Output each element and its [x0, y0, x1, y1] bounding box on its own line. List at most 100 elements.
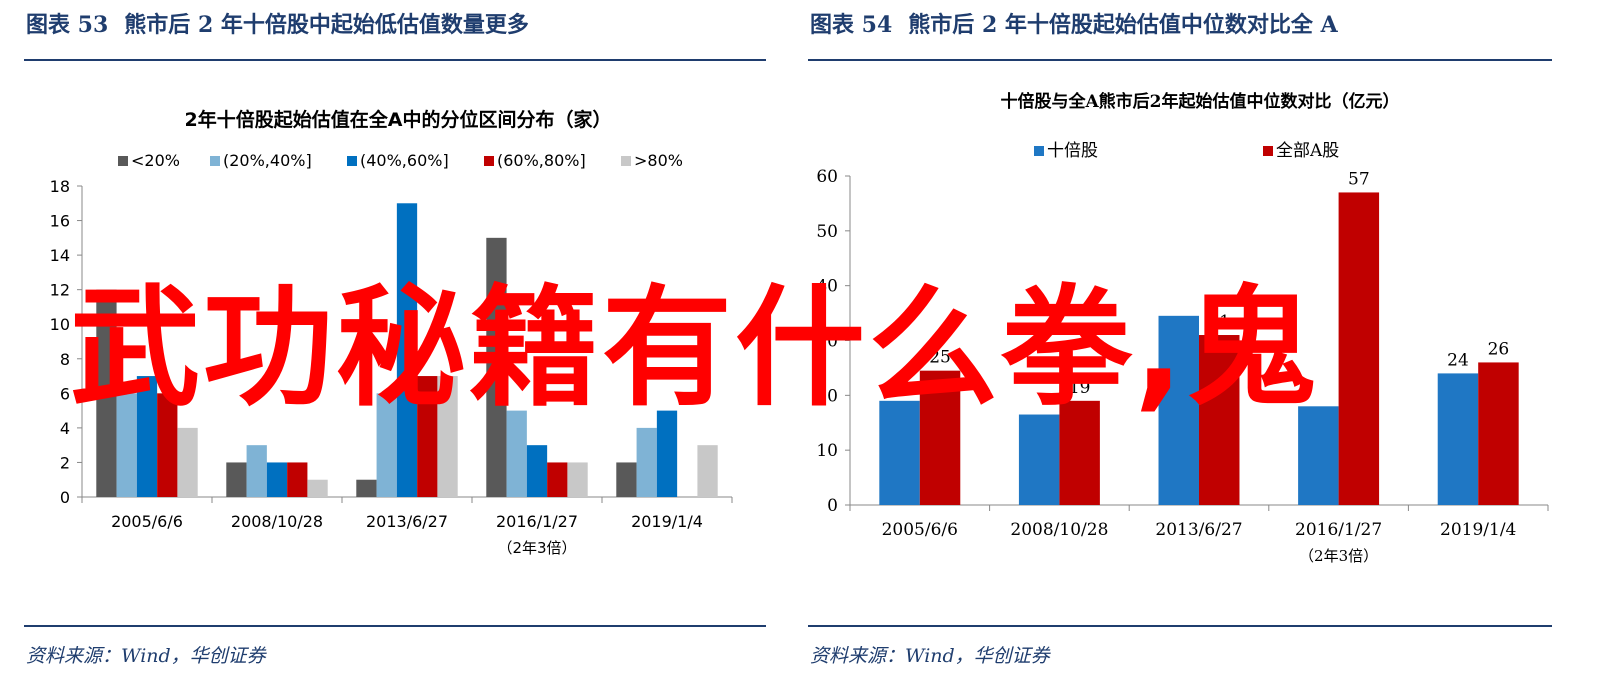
y-tick-label: 16	[50, 212, 70, 231]
bar	[1338, 192, 1380, 505]
x-tick-label: 2013/6/27	[366, 512, 448, 531]
right-figure-caption: 熊市后 2 年十倍股起始估值中位数对比全 A	[908, 12, 1338, 38]
chart-title: 2年十倍股起始估值在全A中的分位区间分布（家）	[185, 108, 612, 131]
legend-swatch	[484, 156, 494, 166]
legend-swatch	[210, 156, 220, 166]
data-label: 24	[1447, 350, 1469, 370]
bar	[879, 400, 920, 505]
x-tick-note: （2年3倍）	[1299, 547, 1378, 565]
legend-swatch	[347, 156, 357, 166]
right-figure-number: 图表 54	[810, 12, 893, 38]
data-label: 26	[1488, 339, 1510, 359]
x-tick-label: 2013/6/27	[1155, 520, 1242, 540]
y-tick-label: 18	[50, 177, 70, 196]
y-tick-label: 40	[816, 277, 838, 297]
right-bottom-rule	[808, 625, 1552, 627]
data-label: 25	[929, 348, 951, 368]
bar	[506, 410, 527, 497]
left-source-note: 资料来源：Wind，华创证券	[26, 645, 266, 667]
bar	[157, 393, 178, 497]
bar	[547, 462, 568, 497]
bar	[1059, 400, 1100, 505]
bar	[636, 427, 657, 497]
data-label: 31	[1208, 312, 1230, 332]
right-figure-title: 图表 54 熊市后 2 年十倍股起始估值中位数对比全 A	[810, 8, 1338, 42]
y-tick-label: 60	[816, 167, 838, 187]
right-top-rule	[808, 59, 1552, 61]
y-tick-label: 6	[60, 384, 70, 403]
bar	[116, 393, 137, 497]
bar	[697, 445, 718, 497]
legend-label: 全部A股	[1276, 141, 1339, 161]
y-tick-label: 0	[60, 488, 70, 507]
bar	[226, 462, 247, 497]
left-bottom-rule	[24, 625, 766, 627]
x-tick-label: 2008/10/28	[231, 512, 323, 531]
y-tick-label: 4	[60, 419, 70, 438]
bar	[287, 462, 308, 497]
x-tick-label: 2016/1/27	[1295, 520, 1382, 540]
x-tick-label: 2019/1/4	[1440, 520, 1516, 540]
y-tick-label: 50	[816, 222, 838, 242]
bar	[656, 410, 678, 497]
left-figure-title: 图表 53 熊市后 2 年十倍股中起始低估值数量更多	[26, 8, 529, 42]
bar	[567, 462, 588, 497]
legend-label: (20%,40%]	[223, 151, 312, 170]
bar	[96, 289, 117, 497]
bar	[396, 203, 418, 497]
bar	[616, 462, 637, 497]
bar	[1298, 406, 1339, 505]
bar	[246, 445, 267, 497]
data-label: 57	[1348, 169, 1370, 189]
x-tick-label: 2016/1/27	[496, 512, 578, 531]
x-tick-note: （2年3倍）	[497, 539, 576, 557]
bar	[919, 370, 961, 505]
y-tick-label: 20	[816, 386, 838, 406]
y-tick-label: 10	[50, 315, 70, 334]
right-source-note: 资料来源：Wind，华创证券	[810, 645, 1050, 667]
y-tick-label: 12	[50, 281, 70, 300]
bar	[376, 393, 397, 497]
bar	[486, 237, 507, 498]
y-tick-label: 10	[816, 441, 838, 461]
y-tick-label: 14	[50, 246, 70, 265]
bar	[266, 462, 288, 497]
legend-label: <20%	[131, 151, 180, 170]
x-tick-label: 2008/10/28	[1010, 520, 1108, 540]
left-figure-number: 图表 53	[26, 12, 109, 38]
bar	[307, 479, 328, 497]
legend-label: (60%,80%]	[497, 151, 586, 170]
y-tick-label: 2	[60, 453, 70, 472]
bar	[526, 445, 548, 497]
left-top-rule	[24, 59, 766, 61]
bar	[177, 427, 198, 497]
x-tick-label: 2005/6/6	[111, 512, 183, 531]
legend-label: (40%,60%]	[360, 151, 449, 170]
left-figure-caption: 熊市后 2 年十倍股中起始低估值数量更多	[124, 12, 529, 38]
bar	[1478, 362, 1519, 505]
bar	[1018, 414, 1060, 505]
legend-label: >80%	[634, 151, 683, 170]
legend-swatch	[118, 156, 128, 166]
bar	[417, 376, 438, 497]
data-label: 19	[1069, 378, 1091, 398]
bar	[1158, 315, 1199, 505]
x-tick-label: 2005/6/6	[882, 520, 958, 540]
chart-title: 十倍股与全A熊市后2年起始估值中位数对比（亿元）	[1000, 91, 1399, 112]
bar	[437, 376, 458, 497]
bar	[136, 376, 158, 497]
legend-swatch	[621, 156, 631, 166]
legend-swatch	[1034, 146, 1044, 156]
y-tick-label: 8	[60, 350, 70, 369]
x-tick-label: 2019/1/4	[631, 512, 703, 531]
legend-swatch	[1263, 146, 1273, 156]
bar	[1437, 373, 1479, 505]
right-bar-chart: 十倍股与全A熊市后2年起始估值中位数对比（亿元） 十倍股 全部A股 0 10 20 30 40…	[816, 91, 1549, 565]
left-bar-chart: 2年十倍股起始估值在全A中的分位区间分布（家） <20% (20%,40%] (40%…	[50, 108, 733, 557]
bar	[356, 479, 377, 497]
bar	[1199, 335, 1240, 505]
y-tick-label: 0	[827, 496, 838, 516]
y-tick-label: 30	[816, 332, 838, 352]
legend-label: 十倍股	[1047, 141, 1098, 161]
data-label: 19	[889, 378, 911, 398]
